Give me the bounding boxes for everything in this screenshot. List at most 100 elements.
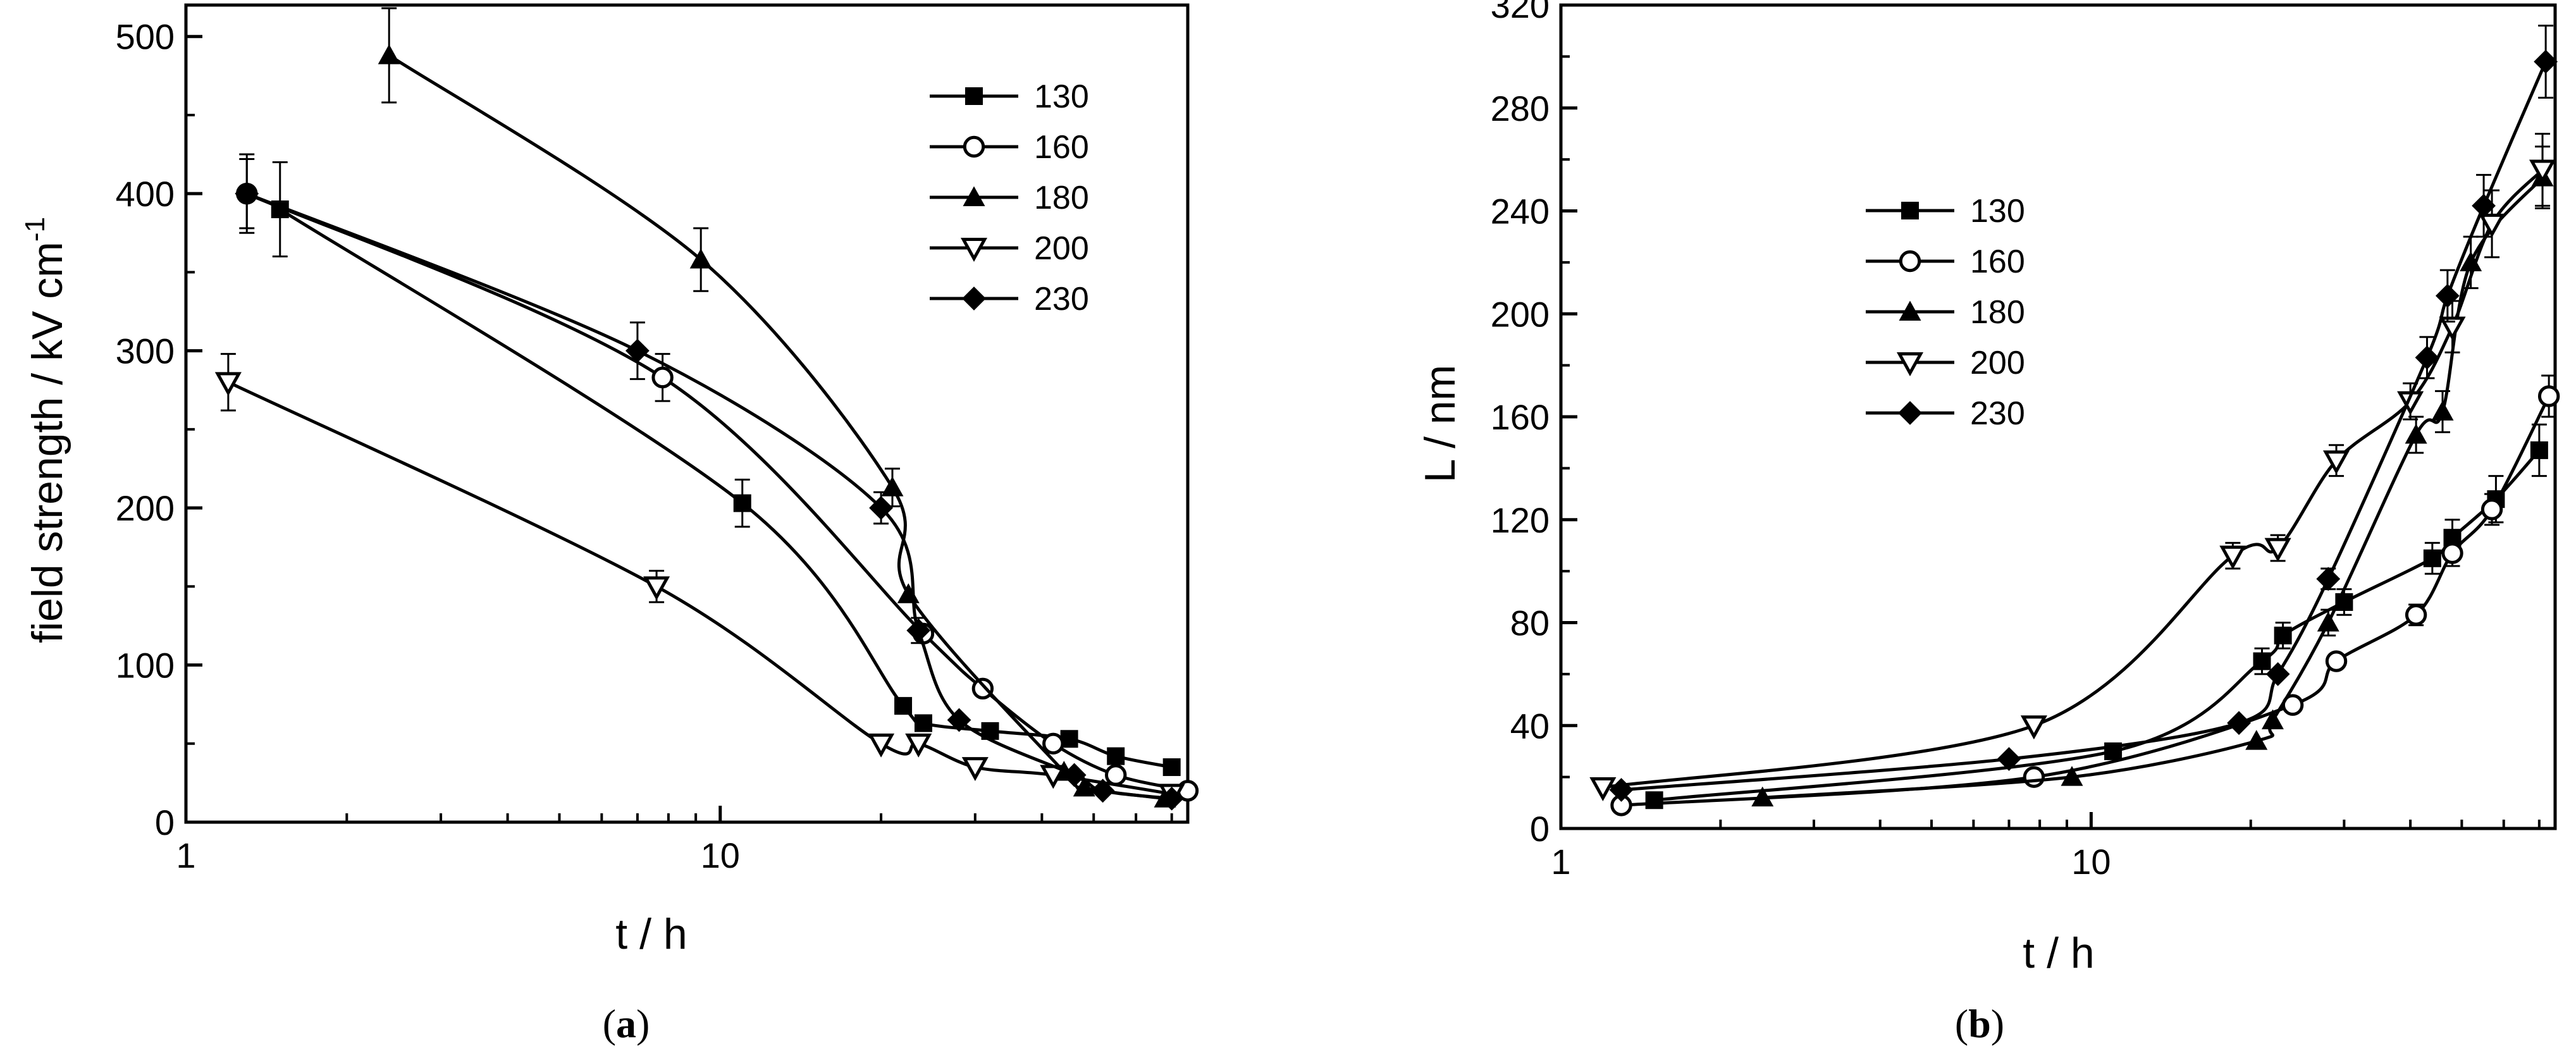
panel-a-data-point [235, 182, 259, 206]
panel-a-data-point [1162, 758, 1181, 777]
panel-a-series-180-line [388, 54, 1166, 801]
panel-a-legend-marker [965, 87, 983, 105]
panel-a-x-tick-label: 10 [701, 835, 740, 875]
panel-b-caption: (b) [1955, 1001, 2004, 1046]
panel-a-data-point [733, 494, 751, 512]
panel-a-y-axis-title-main: field strength / kV cm [23, 242, 71, 643]
panel-a-data-point [947, 708, 971, 732]
panel-a-y-tick-label: 200 [116, 488, 175, 528]
panel-b-data-point [1645, 791, 1663, 810]
panel-a-data-point [378, 44, 400, 65]
panel-b-data-point [1997, 747, 2021, 772]
panel-b-legend-label: 200 [1970, 345, 2025, 381]
panel-b-data-point [2274, 626, 2292, 644]
panel-b-series-200-line [1603, 168, 2544, 789]
panel-a-series-200 [214, 353, 1185, 808]
panel-b-legend-label: 230 [1970, 395, 2025, 432]
panel-b-data-point [2219, 545, 2246, 570]
panel-a-data-point [868, 733, 895, 758]
panel-a-data-point [1105, 764, 1127, 786]
panel-b-y-tick-label: 240 [1491, 192, 1550, 231]
panel-a-legend-marker [962, 286, 986, 311]
panel-b-data-point [2405, 423, 2427, 444]
panel-a-caption: (a) [603, 1001, 650, 1046]
panel-b-caption-letter: b [1968, 1001, 1991, 1046]
panel-a-data-point [897, 583, 920, 603]
panel-a-y-tick-label: 500 [116, 17, 175, 57]
panel-a-data-point [626, 338, 650, 363]
panel-a-legend-marker [963, 135, 985, 158]
panel-b-plot-frame [1559, 3, 2557, 830]
panel-a-y-axis-title: field strength / kV cm-1 [20, 217, 71, 643]
panel-b-legend-label: 160 [1970, 243, 2025, 280]
panel-a-data-point [894, 697, 913, 715]
panel-a-series-230 [235, 157, 1184, 811]
panel-a-data-point [906, 618, 931, 643]
panel-b-data-point [2316, 567, 2341, 591]
panel-b-data-point [2529, 159, 2556, 184]
panel-a-legend-label: 180 [1034, 180, 1089, 216]
panel-b-data-point [2431, 400, 2454, 421]
panel-b-data-point [2261, 709, 2284, 730]
panel-a-data-point [971, 677, 994, 700]
panel-a-caption-letter: a [616, 1001, 636, 1046]
panel-a-data-point [651, 366, 674, 389]
panel-a-legend-marker [963, 186, 985, 206]
panel-b-data-point [1589, 777, 1617, 801]
panel-b-crystallite-size-chart: 1 10 0 40 80 120 160 200 240 280 320 130 160 180 200 23… [1491, 0, 2560, 882]
panel-b-series-130 [1645, 423, 2548, 810]
panel-a-y-tick-label: 400 [116, 174, 175, 214]
panel-a-plot-frame [184, 3, 1190, 824]
panel-b-data-point [2253, 652, 2271, 670]
panel-b-series-230 [1609, 25, 2558, 802]
panel-b-y-axis-title: L / nm [1416, 365, 1464, 483]
panel-a-data-point [1090, 779, 1115, 803]
panel-a-series-200-line [227, 381, 1173, 796]
panel-a-y-axis-title-superscript: -1 [20, 217, 51, 242]
panel-a-data-point [1159, 786, 1184, 811]
panel-a-series-230-line [246, 192, 1172, 801]
panel-b-y-tick-label: 80 [1510, 603, 1550, 643]
panel-b-data-point [2472, 194, 2496, 218]
panel-b-legend-marker [1896, 352, 1924, 376]
panel-b-data-point [2480, 498, 2503, 520]
panel-b-data-point [2023, 766, 2045, 788]
panel-a-series-180 [378, 7, 1176, 808]
panel-b-data-point [2435, 283, 2460, 308]
panel-b-data-point [2020, 715, 2047, 740]
panel-b-y-tick-label: 200 [1491, 294, 1550, 334]
panel-b-data-point [2405, 604, 2427, 626]
panel-b-data-point [2441, 542, 2463, 564]
panel-b-data-point [2317, 612, 2339, 632]
panel-a-data-point [1073, 776, 1095, 797]
panel-a-data-point [1107, 747, 1125, 765]
panel-a-data-point [689, 249, 712, 269]
panel-a-y-tick-label: 0 [155, 803, 175, 842]
panel-b-data-point [2227, 711, 2251, 736]
panel-b-legend-label: 130 [1970, 193, 2025, 230]
panel-b-legend-label: 180 [1970, 294, 2025, 331]
panel-a-data-point [1062, 763, 1087, 787]
panel-a-y-tick-label: 300 [116, 331, 175, 371]
panel-a-data-point [905, 733, 932, 758]
panel-b-x-tick-label: 1 [1551, 842, 1570, 882]
panel-b-legend: 130 160 180 200 230 [1866, 193, 2025, 432]
panel-b-data-point [1751, 786, 1774, 807]
panel-b-data-point [2423, 549, 2441, 567]
panel-b-x-tick-label: 10 [2071, 842, 2111, 882]
panel-b-series-160-line [1621, 395, 2551, 807]
panel-a-x-tick-label: 1 [176, 835, 195, 875]
panel-a-y-axis-title-group: field strength / kV cm-1 [20, 217, 71, 643]
panel-b-data-point [2325, 650, 2348, 672]
panel-b-series-200 [1589, 132, 2556, 801]
panel-a-data-point [914, 714, 932, 732]
panel-a-data-point [881, 476, 904, 496]
panel-b-data-point [2265, 662, 2290, 686]
panel-b-y-tick-label: 40 [1510, 706, 1550, 746]
panel-b-data-point [2245, 730, 2268, 750]
panel-b-legend-marker [1899, 300, 1921, 321]
panel-b-data-point [2264, 538, 2291, 562]
panel-b-y-tick-label: 0 [1530, 809, 1550, 849]
